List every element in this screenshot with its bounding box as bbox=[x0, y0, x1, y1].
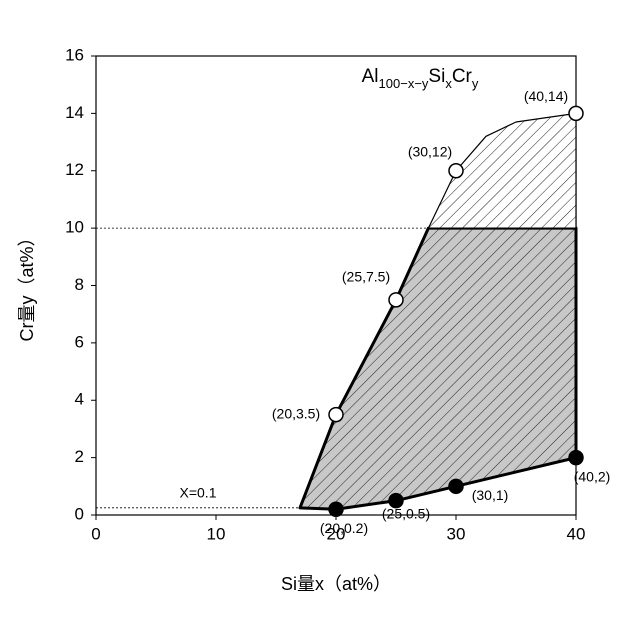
chart-title: Al100−x−ySixCry bbox=[362, 66, 479, 91]
data-label: (30,1) bbox=[472, 487, 509, 503]
point bbox=[569, 106, 583, 120]
title-part: Cr bbox=[452, 66, 473, 87]
chart: Al100−x−ySixCry Si量x（at%） Cr量y（at%） 0102… bbox=[0, 0, 640, 640]
data-label: (30,12) bbox=[408, 143, 452, 159]
y-axis-label: Cr量y（at%） bbox=[17, 228, 37, 341]
data-label: (25,7.5) bbox=[342, 269, 390, 285]
y-tick-label: 14 bbox=[65, 103, 84, 122]
point bbox=[449, 164, 463, 178]
y-tick-label: 4 bbox=[75, 390, 84, 409]
data-label: (20,3.5) bbox=[272, 405, 320, 421]
x-tick-label: 40 bbox=[567, 524, 586, 543]
data-label: (25,0.5) bbox=[382, 505, 430, 521]
y-tick-label: 16 bbox=[65, 45, 84, 64]
y-tick-label: 8 bbox=[75, 275, 84, 294]
y-tick-label: 12 bbox=[65, 160, 84, 179]
annotation: X=0.1 bbox=[180, 485, 217, 501]
x-tick-label: 10 bbox=[207, 524, 226, 543]
x-tick-label: 30 bbox=[447, 524, 466, 543]
y-tick-label: 10 bbox=[65, 218, 84, 237]
point bbox=[449, 479, 463, 493]
point bbox=[389, 293, 403, 307]
point bbox=[569, 451, 583, 465]
data-label: (20,0.2) bbox=[320, 520, 368, 536]
x-axis-label: Si量x（at%） bbox=[281, 574, 391, 594]
title-part: Al bbox=[362, 66, 379, 87]
data-label: (40,2) bbox=[574, 468, 611, 484]
y-tick-label: 0 bbox=[75, 504, 84, 523]
title-part: Si bbox=[428, 66, 445, 87]
point bbox=[329, 408, 343, 422]
x-tick-label: 0 bbox=[91, 524, 100, 543]
title-part: 100−x−y bbox=[379, 76, 429, 91]
title-part: y bbox=[472, 76, 479, 91]
y-tick-label: 2 bbox=[75, 447, 84, 466]
point bbox=[329, 502, 343, 516]
y-tick-label: 6 bbox=[75, 332, 84, 351]
data-label: (40,14) bbox=[524, 88, 568, 104]
